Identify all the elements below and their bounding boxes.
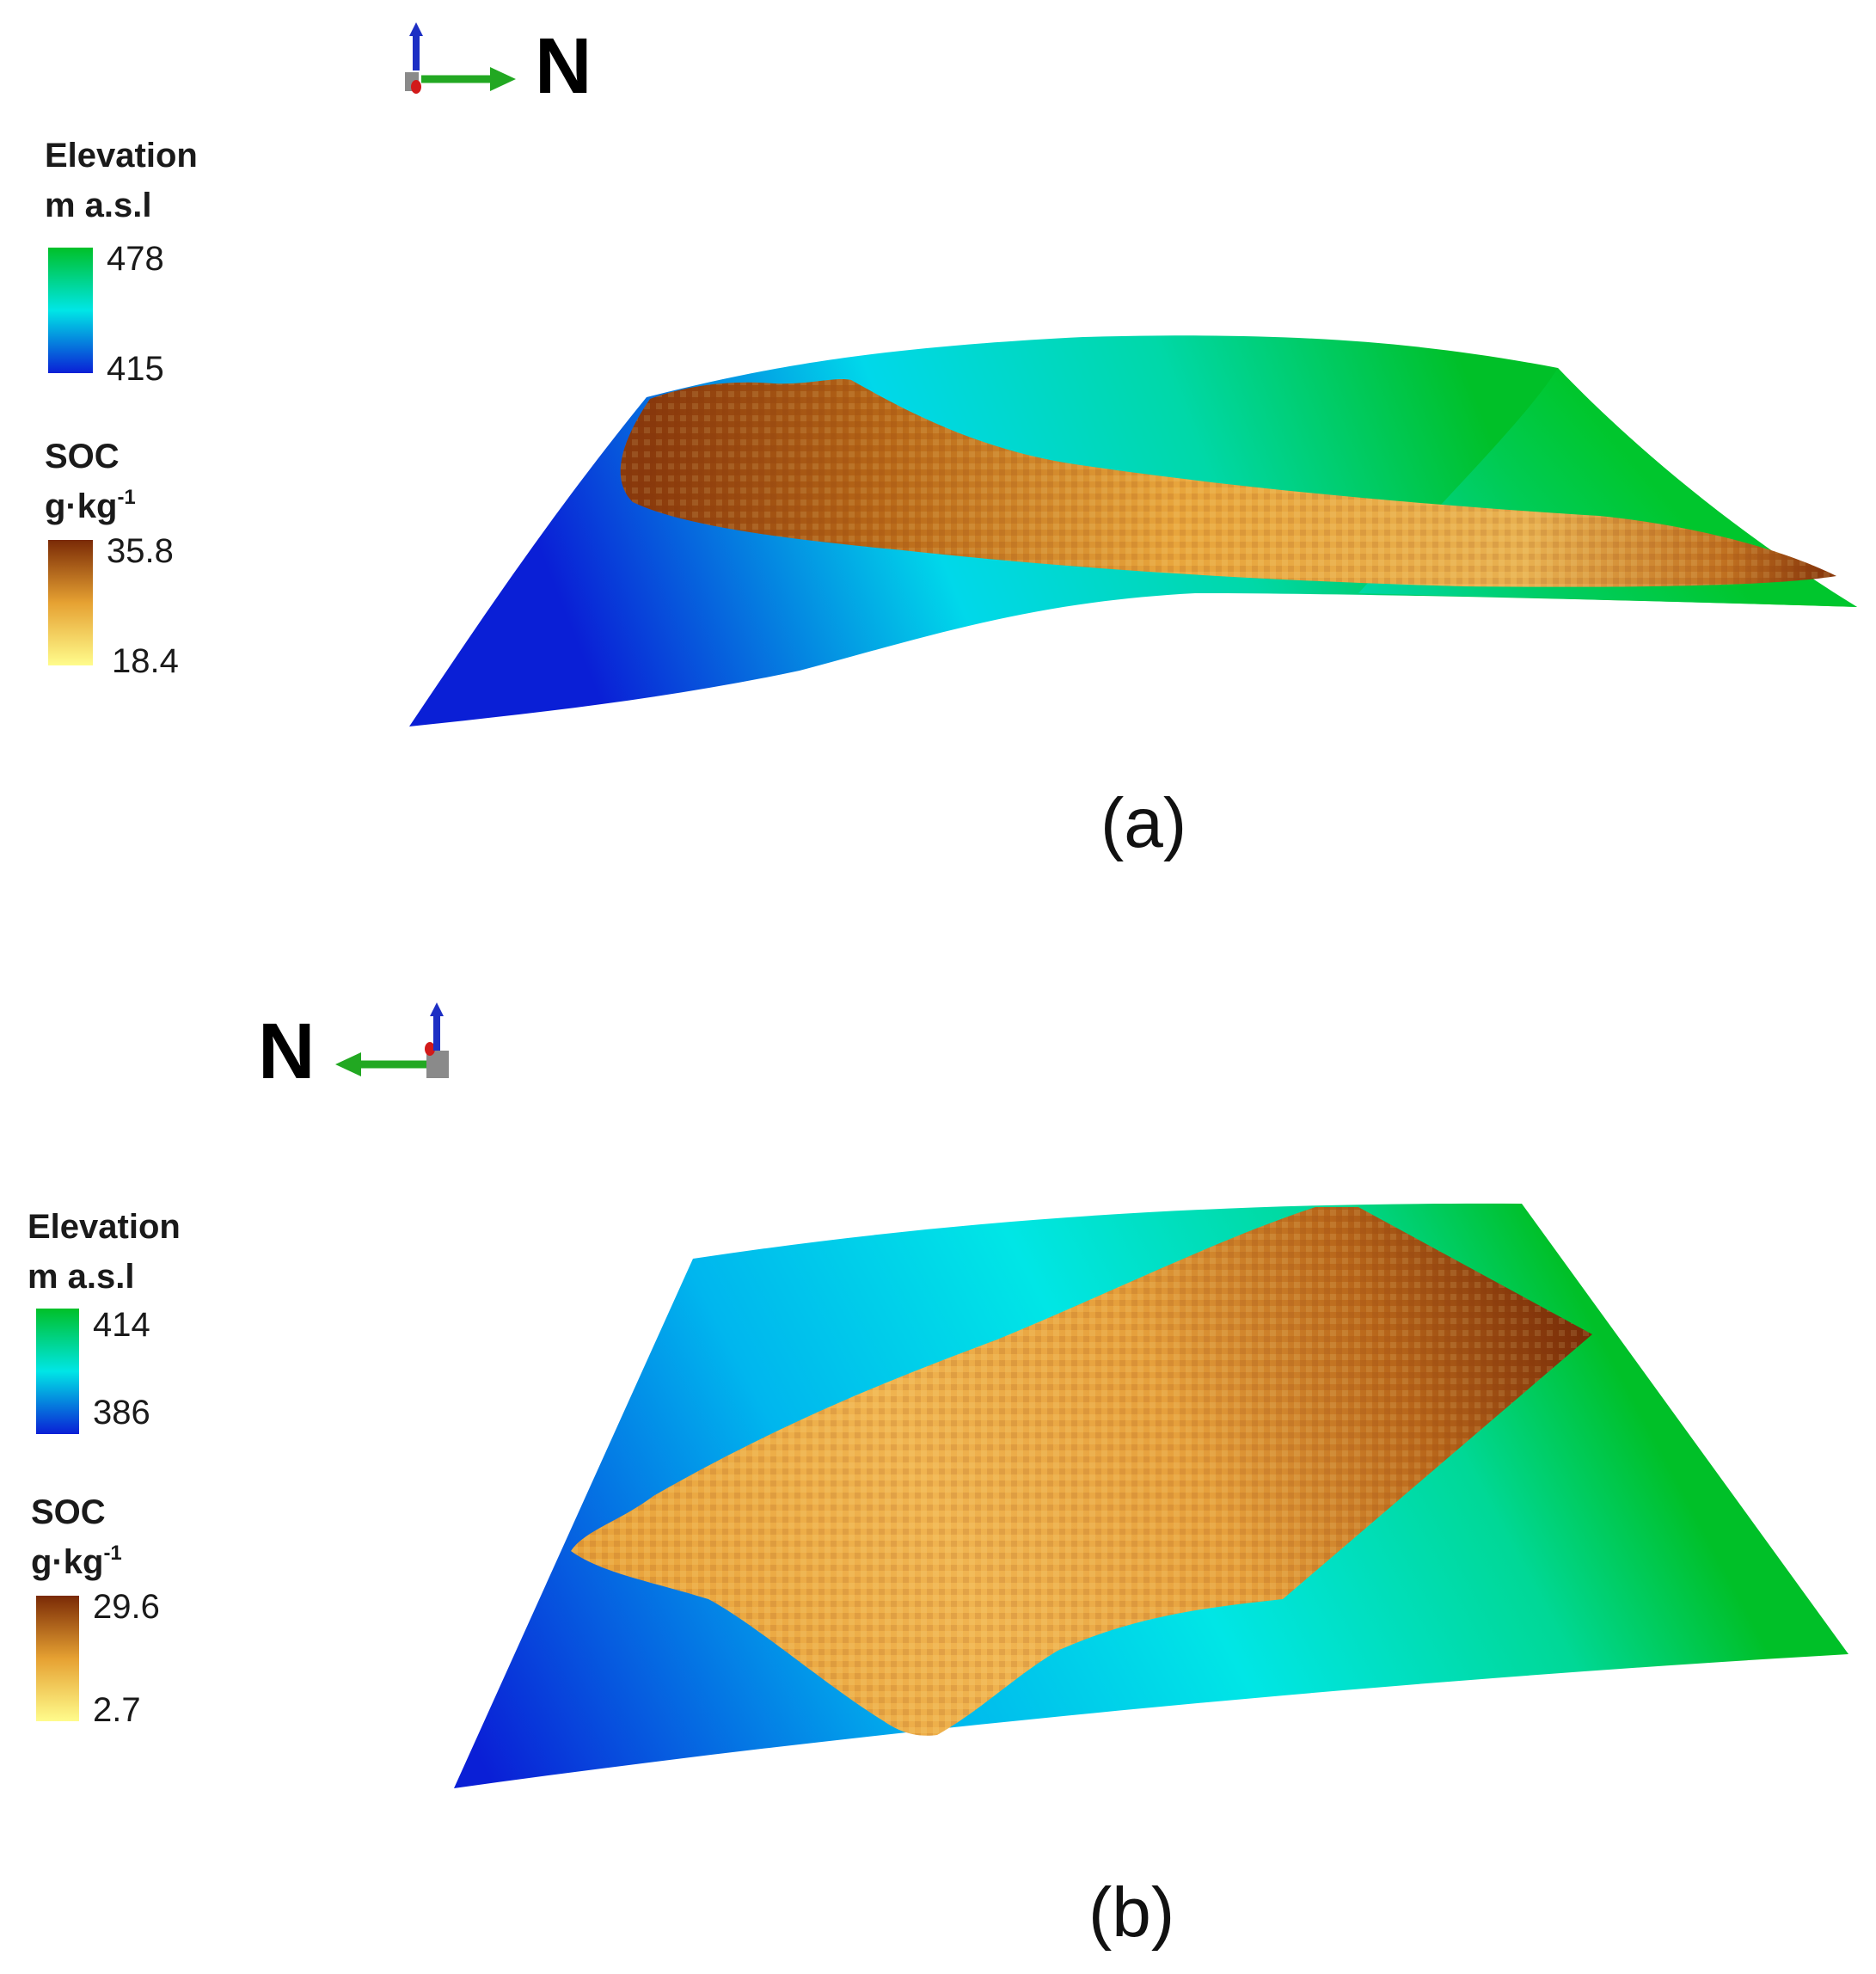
- soc-min-label: 18.4: [112, 642, 179, 680]
- north-label: N: [258, 1008, 315, 1095]
- soc-colorbar: [48, 540, 93, 665]
- north-label: N: [535, 22, 592, 110]
- panel-a: N Elevation m a.s.l 478 415 SOC g·kg-1 3…: [45, 22, 1857, 862]
- elevation-legend-a: Elevation m a.s.l 478 415: [45, 137, 198, 388]
- terrain-surface-b: [454, 1203, 1848, 1788]
- elevation-min-label: 386: [93, 1394, 150, 1431]
- soc-legend-title: SOC: [31, 1493, 106, 1531]
- elevation-legend-unit: m a.s.l: [45, 187, 152, 224]
- soc-legend-a: SOC g·kg-1 35.8 18.4: [45, 438, 179, 680]
- elevation-legend-unit: m a.s.l: [28, 1258, 135, 1296]
- elevation-colorbar: [48, 248, 93, 373]
- soc-legend-unit: g·kg-1: [31, 1542, 122, 1581]
- north-arrow-b: N: [258, 1002, 449, 1095]
- panel-b: N Elevation m a.s.l 414 386 SOC g·kg-1 2…: [28, 1002, 1848, 1952]
- soc-legend-b: SOC g·kg-1 29.6 2.7: [31, 1493, 160, 1729]
- terrain-surface-a: [409, 335, 1857, 726]
- north-arrow-a: N: [405, 22, 592, 110]
- panel-label-b: (b): [1088, 1873, 1174, 1952]
- soc-colorbar: [36, 1596, 79, 1721]
- soc-min-label: 2.7: [93, 1691, 141, 1729]
- panel-label-a: (a): [1100, 784, 1186, 862]
- y-axis-dot-icon: [425, 1042, 435, 1056]
- elevation-legend-title: Elevation: [28, 1208, 181, 1246]
- elevation-colorbar: [36, 1309, 79, 1434]
- soc-max-label: 29.6: [93, 1588, 160, 1626]
- soc-legend-unit: g·kg-1: [45, 486, 136, 525]
- elevation-min-label: 415: [107, 350, 164, 388]
- soc-max-label: 35.8: [107, 532, 174, 570]
- elevation-legend-b: Elevation m a.s.l 414 386: [28, 1208, 181, 1434]
- y-axis-dot-icon: [411, 80, 421, 94]
- elevation-legend-title: Elevation: [45, 137, 198, 175]
- soc-legend-title: SOC: [45, 438, 120, 475]
- elevation-max-label: 414: [93, 1306, 150, 1344]
- elevation-max-label: 478: [107, 240, 164, 278]
